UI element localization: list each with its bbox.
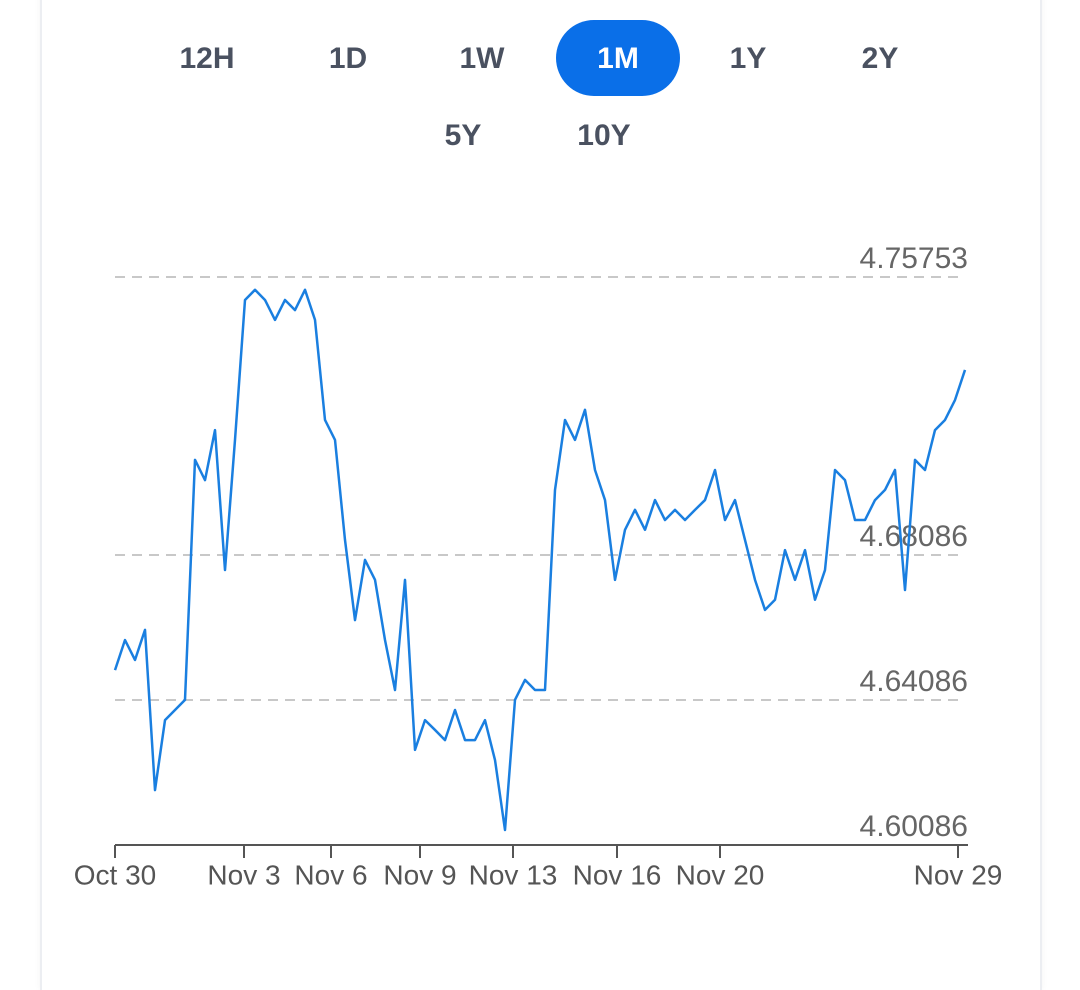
price-line <box>113 288 967 832</box>
x-tick-label: Oct 30 <box>74 859 156 890</box>
range-button[interactable]: 1W <box>460 42 506 75</box>
range-button[interactable]: 10Y <box>577 119 630 152</box>
x-tick-label: Nov 16 <box>573 859 662 890</box>
range-button[interactable]: 1Y <box>730 42 767 75</box>
x-tick-label: Nov 20 <box>676 859 765 890</box>
x-tick-label: Nov 29 <box>914 859 1003 890</box>
range-button[interactable]: 2Y <box>862 42 899 75</box>
range-button[interactable]: 1M <box>597 42 639 75</box>
x-tick-label: Nov 3 <box>207 859 280 890</box>
y-tick-label: 4.75753 <box>860 242 968 275</box>
x-tick-label: Nov 13 <box>469 859 558 890</box>
range-button[interactable]: 5Y <box>445 119 482 152</box>
x-tick-label: Nov 9 <box>383 859 456 890</box>
range-button[interactable]: 12H <box>179 42 234 75</box>
y-tick-label: 4.60086 <box>860 810 968 843</box>
range-button[interactable]: 1D <box>329 42 367 75</box>
card <box>40 0 1042 990</box>
y-tick-label: 4.68086 <box>860 520 968 553</box>
y-tick-label: 4.64086 <box>860 665 968 698</box>
x-tick-label: Nov 6 <box>294 859 367 890</box>
selected-pill <box>556 20 680 96</box>
